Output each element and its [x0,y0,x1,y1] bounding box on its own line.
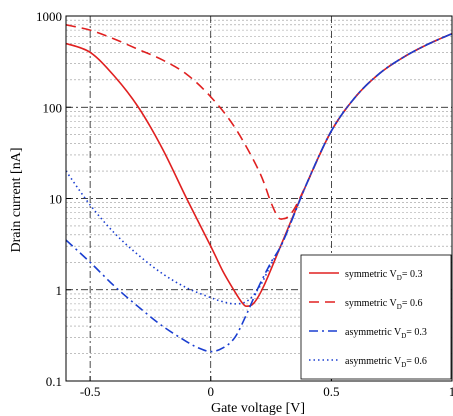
legend-vd-subscript: D [401,332,406,340]
legend-series-name: asymmetric [345,327,394,338]
legend-series-name: symmetric [345,298,390,309]
legend-label: asymmetric VD= 0.3 [345,327,427,340]
y-tick-label: 0.1 [46,374,62,389]
legend-vd-value: = 0.3 [406,327,427,338]
legend-box [300,254,452,380]
legend-series-name: symmetric [345,269,390,280]
legend-vd-value: = 0.6 [402,298,423,309]
x-axis-label: Gate voltage [V] [211,401,305,416]
legend-vd-subscript: D [397,303,402,311]
legend-vd-value: = 0.6 [406,356,427,367]
legend-vd-symbol: V [394,327,402,338]
legend-vd-symbol: V [390,269,398,280]
series-line-4 [66,32,452,305]
y-tick-label: 100 [43,100,63,115]
legend-series-name: asymmetric [345,356,394,367]
series-layer [66,24,452,353]
legend-vd-value: = 0.3 [402,269,423,280]
y-axis-label: Drain current [nA] [9,148,24,253]
legend-vd-symbol: V [390,298,398,309]
axis-ticks: -0.5 0 0.5 1 0.1 1 10 100 1000 [36,9,453,399]
legend-vd-subscript: D [397,274,402,282]
x-tick-label: 0 [208,384,215,399]
legend-vd-subscript: D [401,361,406,369]
series-line-2 [66,24,452,220]
minor-grid [66,19,452,354]
x-tick-label: 1 [449,384,453,399]
x-tick-label: -0.5 [80,384,101,399]
y-tick-label: 10 [49,192,62,207]
legend-label: symmetric VD= 0.6 [345,298,422,311]
x-tick-label: 0.5 [323,384,339,399]
y-tick-label: 1 [56,283,63,298]
legend-label: symmetric VD= 0.3 [345,269,422,282]
legend-label: asymmetric VD= 0.6 [345,356,427,369]
legend-vd-symbol: V [394,356,402,367]
y-tick-label: 1000 [36,9,62,24]
